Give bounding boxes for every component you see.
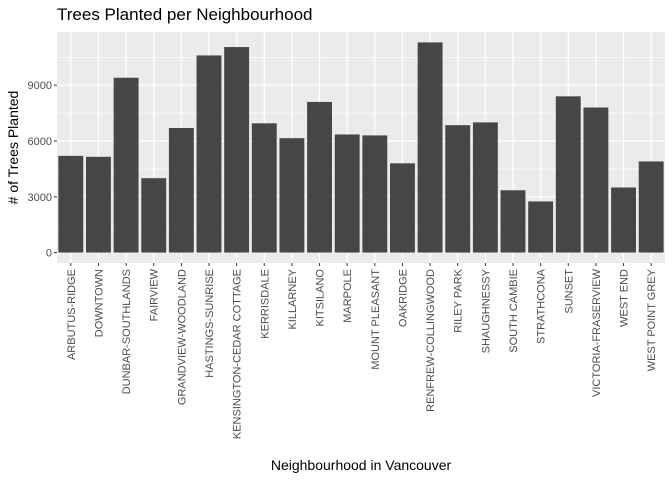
x-tick-label: KERRISDALE [259, 269, 271, 339]
bar [196, 55, 222, 253]
bar [113, 77, 139, 253]
x-tick-label: KILLARNEY [287, 268, 299, 329]
bar [224, 47, 250, 253]
x-tick-label: ARBUTUS-RIDGE [66, 269, 78, 360]
y-tick-label: 0 [46, 248, 52, 260]
y-axis-title: # of Trees Planted [5, 91, 21, 205]
x-axis-ticks: ARBUTUS-RIDGE DOWNTOWN DUNBAR-SOUTHLANDS FA… [66, 263, 658, 439]
x-tick-label: RENFREW-COLLINGWOOD [425, 269, 437, 412]
bar [307, 101, 332, 253]
bar [141, 178, 167, 253]
x-tick-label: MARPOLE [342, 269, 354, 323]
bar [555, 96, 581, 253]
x-tick-label: RILEY PARK [453, 268, 465, 332]
chart-title: Trees Planted per Neighbourhood [57, 5, 312, 24]
bar [279, 138, 305, 253]
y-tick-label: 3000 [28, 192, 52, 204]
bar [611, 187, 636, 253]
x-tick-label: DUNBAR-SOUTHLANDS [121, 269, 133, 394]
y-axis-ticks: 0 3000 6000 9000 [28, 80, 57, 260]
x-tick-label: SOUTH CAMBIE [508, 269, 520, 353]
bar [528, 201, 554, 253]
x-tick-label: KENSINGTON-CEDAR COTTAGE [232, 269, 244, 439]
bar [638, 161, 664, 253]
bar [86, 156, 111, 253]
y-tick-label: 6000 [28, 136, 52, 148]
x-tick-label: HASTINGS-SUNRISE [204, 269, 216, 378]
x-tick-label: STRATHCONA [536, 268, 548, 344]
x-tick-label: WEST END [619, 269, 631, 327]
x-tick-label: MOUNT PLEASANT [370, 269, 382, 370]
bar [168, 127, 194, 253]
x-tick-label: OAKRIDGE [397, 269, 409, 327]
bar [334, 134, 360, 253]
bar [583, 107, 609, 253]
x-tick-label: GRANDVIEW-WOODLAND [176, 269, 188, 405]
bar [472, 122, 498, 253]
y-tick-label: 9000 [28, 80, 52, 92]
bars [58, 42, 664, 253]
x-axis-title: Neighbourhood in Vancouver [271, 457, 452, 473]
x-tick-label: WEST POINT GREY [646, 268, 658, 371]
x-tick-label: SHAUGHNESSY [480, 268, 492, 353]
bar [390, 163, 415, 253]
bar [362, 135, 388, 253]
bar [445, 125, 471, 253]
x-tick-label: DOWNTOWN [93, 269, 105, 337]
x-tick-label: KITSILANO [315, 269, 327, 327]
bar [417, 42, 443, 253]
x-tick-label: VICTORIA-FRASERVIEW [591, 268, 603, 397]
bar [500, 190, 526, 253]
x-tick-label: SUNSET [563, 269, 575, 314]
bar [251, 123, 277, 253]
x-tick-label: FAIRVIEW [149, 268, 161, 321]
bar [58, 155, 84, 253]
